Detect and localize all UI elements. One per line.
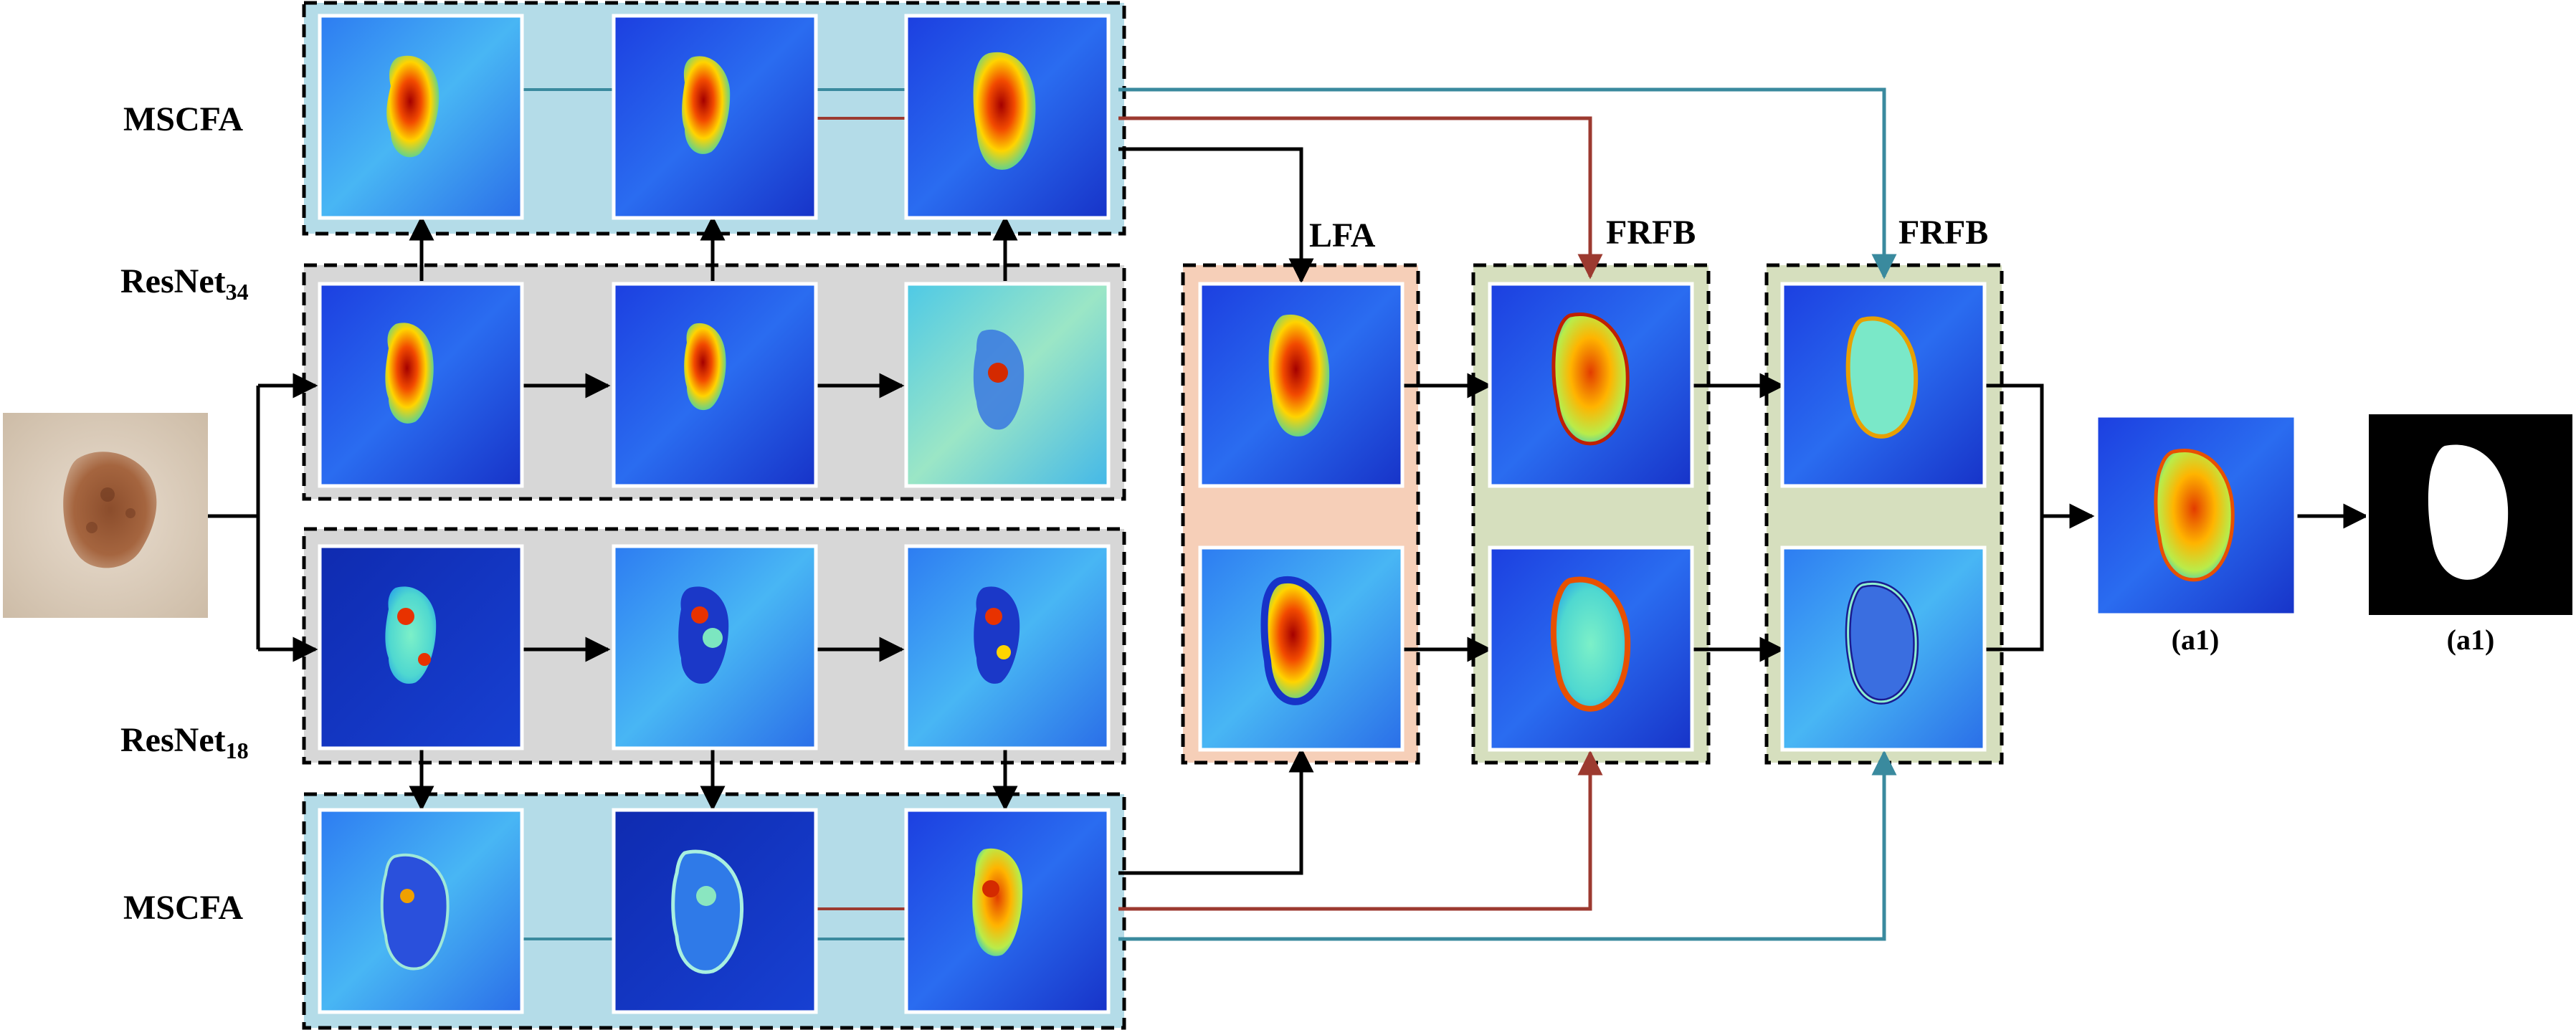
resnet18-label: ResNet18 — [120, 721, 249, 763]
mscfa-top-to-lfa-arrow — [1118, 147, 1314, 284]
mscfa-bottom-label: MSCFA — [123, 889, 243, 927]
mscfa-bottom-heatmap-1 — [318, 808, 524, 1014]
mscfa-top-heatmap-2 — [612, 14, 818, 220]
mscfa-top-heatmap-1 — [318, 14, 524, 220]
mscfa-top-to-frfb2-arrow — [1118, 87, 1897, 280]
resnet34-heatmap-1 — [318, 282, 524, 488]
mscfa-bottom-to-frfb2-arrow — [1118, 750, 1897, 941]
lfa-label: LFA — [1309, 216, 1376, 254]
input-image — [3, 413, 208, 618]
frfb-2-label: FRFB — [1898, 214, 1988, 252]
resnet34-heatmap-2 — [612, 282, 818, 488]
frfb2-heatmap-bottom — [1780, 545, 1987, 752]
mscfa-top-label: MSCFA — [123, 100, 243, 138]
mscfa-top-heatmap-3 — [904, 14, 1111, 220]
mscfa-top-to-frfb1-arrow — [1118, 116, 1603, 280]
mscfa-bottom-to-frfb1-arrow — [1118, 750, 1603, 911]
frfb1-heatmap-top — [1488, 282, 1694, 488]
mscfa-bottom-heatmap-3 — [904, 808, 1111, 1014]
output-mask — [2366, 411, 2575, 618]
mscfa-bottom-to-lfa-arrow — [1118, 747, 1314, 875]
resnet34-heatmap-3 — [904, 282, 1111, 488]
input-split-arrows — [208, 373, 318, 662]
lfa-heatmap-bottom — [1198, 545, 1405, 752]
resnet18-heatmap-3 — [904, 544, 1111, 750]
mscfa-bottom-heatmap-2 — [612, 808, 818, 1014]
output-caption: (a1) — [2172, 624, 2220, 656]
resnet18-heatmap-2 — [612, 544, 818, 750]
frfb-1-label: FRFB — [1606, 214, 1696, 252]
mask-caption: (a1) — [2447, 624, 2495, 656]
resnet34-label: ResNet34 — [120, 262, 249, 305]
frfb1-heatmap-bottom — [1488, 545, 1694, 752]
frfb2-heatmap-top — [1780, 282, 1987, 488]
resnet18-heatmap-1 — [318, 544, 524, 750]
output-heatmap — [2094, 414, 2298, 617]
lfa-heatmap-top — [1198, 282, 1405, 488]
